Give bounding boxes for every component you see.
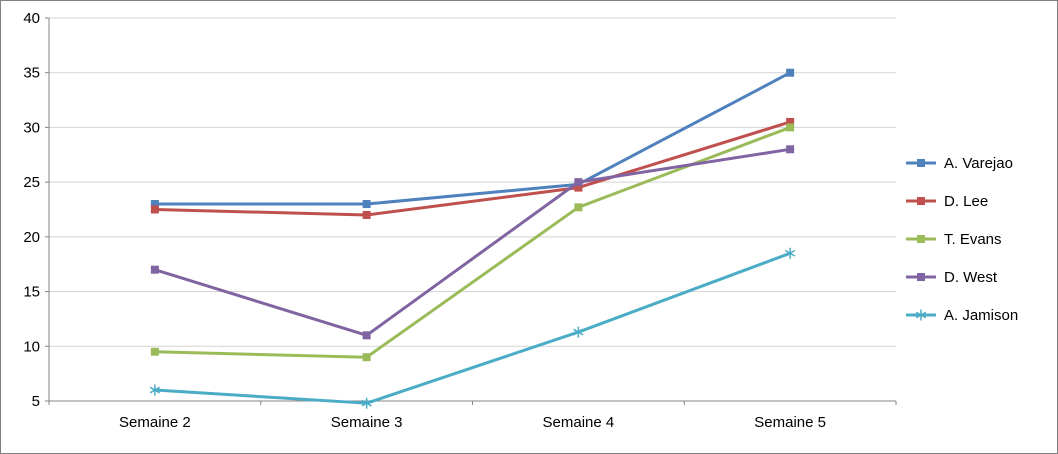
data-point-marker [150, 347, 159, 356]
data-point-marker [786, 68, 795, 77]
x-axis-label: Semaine 5 [754, 414, 826, 431]
data-point-marker [361, 399, 372, 407]
y-axis-label: 35 [23, 65, 40, 82]
legend-label: A. Varejao [944, 155, 1013, 172]
data-point-marker [150, 200, 159, 209]
x-axis-label: Semaine 2 [119, 414, 191, 431]
legend-label: D. West [944, 269, 998, 286]
legend-label: T. Evans [944, 231, 1002, 248]
y-axis-label: 25 [23, 174, 40, 191]
data-point-marker [149, 386, 161, 394]
data-point-marker [786, 145, 795, 154]
data-point-marker [150, 265, 159, 274]
y-axis-label: 30 [23, 119, 40, 136]
series-line [153, 125, 792, 359]
legend-marker [917, 197, 925, 205]
series-line [153, 71, 792, 206]
legend-label: D. Lee [944, 193, 988, 210]
series-line [153, 251, 792, 405]
y-axis-label: 40 [23, 10, 40, 27]
data-point-marker [362, 200, 371, 209]
data-point-marker [362, 210, 371, 219]
data-point-marker [574, 203, 583, 212]
series-line [153, 120, 792, 217]
x-axis-label: Semaine 3 [331, 414, 403, 431]
series-line [153, 147, 792, 337]
y-axis-label: 15 [23, 284, 40, 301]
data-point-marker [362, 331, 371, 340]
y-axis-label: 5 [32, 393, 40, 410]
data-point-marker [786, 117, 795, 126]
legend-marker [915, 311, 927, 319]
data-point-marker [150, 205, 159, 214]
data-point-marker [784, 249, 796, 257]
legend-marker [917, 235, 925, 243]
y-axis-label: 10 [23, 338, 40, 355]
y-axis-label: 20 [23, 229, 40, 246]
legend-label: A. Jamison [944, 307, 1018, 324]
legend-marker [917, 159, 925, 167]
x-axis-label: Semaine 4 [543, 414, 615, 431]
data-point-marker [573, 328, 584, 336]
data-point-marker [786, 123, 795, 132]
data-point-marker [362, 353, 371, 362]
legend-marker [917, 273, 925, 281]
data-point-marker [574, 178, 583, 187]
data-point-marker [574, 183, 583, 192]
